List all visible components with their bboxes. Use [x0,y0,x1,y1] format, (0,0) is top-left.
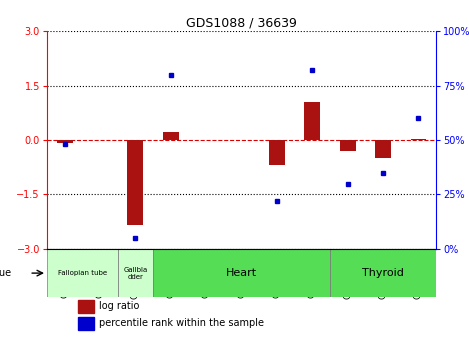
Text: Gallbla
dder: Gallbla dder [123,267,147,279]
Text: Heart: Heart [226,268,257,278]
Text: tissue: tissue [0,268,12,278]
Bar [153,249,330,297]
Bar [375,140,391,158]
Bar [340,140,356,151]
Bar [47,249,118,297]
Title: GDS1088 / 36639: GDS1088 / 36639 [186,17,297,30]
Bar [128,140,144,225]
Bar [304,102,320,140]
Text: percentile rank within the sample: percentile rank within the sample [99,318,265,328]
Bar [78,317,94,329]
Text: Fallopian tube: Fallopian tube [58,270,107,276]
Bar [330,249,436,297]
Bar [163,132,179,140]
Bar [118,249,153,297]
Bar [78,300,94,313]
Bar [410,139,426,140]
Bar [57,140,73,143]
Text: log ratio: log ratio [99,301,140,311]
Text: Thyroid: Thyroid [362,268,404,278]
Bar [269,140,285,165]
